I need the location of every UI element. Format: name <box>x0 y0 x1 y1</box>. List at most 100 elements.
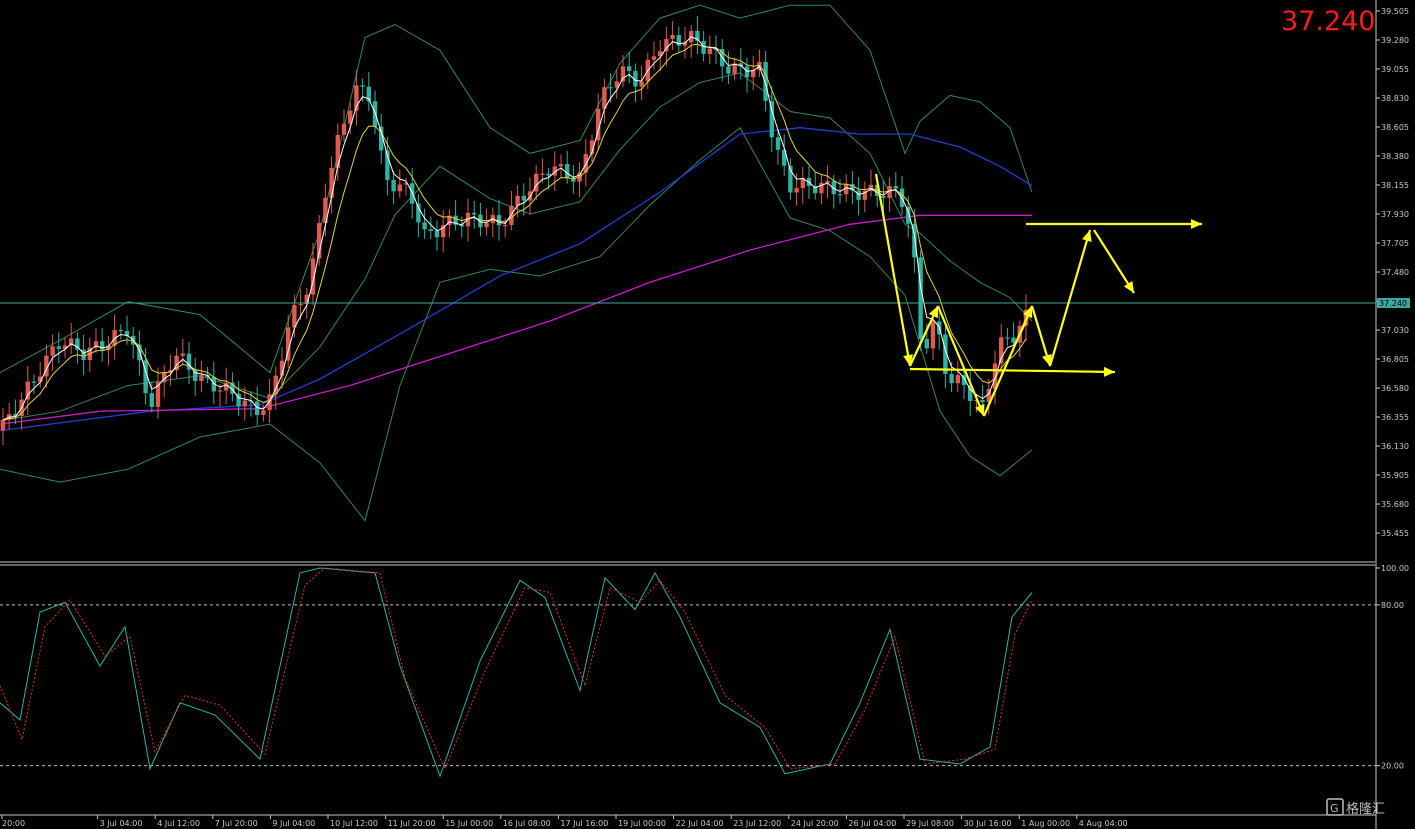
candle-body <box>186 353 192 370</box>
candle-body <box>571 178 576 182</box>
candle-body <box>248 400 254 402</box>
candle-body <box>0 419 6 431</box>
candle-body <box>682 42 688 46</box>
time-axis-label: 3 Jul 04:00 <box>100 819 143 828</box>
stoch-signal-line <box>0 567 1033 771</box>
candle-body <box>13 414 18 417</box>
ma-blue-line <box>0 127 1033 432</box>
price-axis-label: 39.280 <box>1381 36 1409 45</box>
candle-body <box>583 153 588 173</box>
time-axis-label: 9 Jul 04:00 <box>272 819 315 828</box>
price-axis-label: 38.830 <box>1381 94 1409 103</box>
candle-body <box>441 225 446 238</box>
candle-body <box>751 70 756 78</box>
stoch-axis-label: 100.00 <box>1381 564 1409 573</box>
panel-separators <box>0 0 1377 829</box>
candle-body <box>856 190 861 200</box>
candle-body <box>949 373 954 384</box>
candle-body <box>831 180 836 195</box>
candle-body <box>769 100 774 138</box>
candle-body <box>230 382 235 394</box>
time-axis-label: 29 Jul 08:00 <box>906 819 954 828</box>
candle-body <box>180 353 185 356</box>
arrow-rebound <box>909 305 939 367</box>
price-axis-label: 35.455 <box>1381 529 1409 538</box>
candle-body <box>503 224 508 227</box>
candle-body <box>391 179 396 192</box>
candle-body <box>304 294 309 305</box>
price-axis-label: 38.155 <box>1381 181 1409 190</box>
candle-body <box>676 35 681 46</box>
candle-body <box>38 376 43 382</box>
candle-body <box>992 363 998 390</box>
stoch-axis-label: 20.00 <box>1381 762 1404 771</box>
candle-body <box>44 355 49 377</box>
candle-body <box>658 51 663 57</box>
candle-body <box>292 305 297 328</box>
time-axis-label: 4 Aug 04:00 <box>1079 819 1128 828</box>
bollinger-upper-band <box>0 4 1033 374</box>
time-axis-label: 30 Jul 16:00 <box>964 819 1012 828</box>
arrow-pullback-head <box>1042 354 1052 366</box>
candle-body <box>794 188 799 193</box>
candle-body <box>137 344 142 361</box>
time-axis-label: 26 Jul 04:00 <box>848 819 896 828</box>
candle-body <box>540 173 545 175</box>
candle-body <box>56 346 61 349</box>
candle-body <box>310 258 316 295</box>
candle-body <box>918 257 923 339</box>
candle-body <box>279 360 285 376</box>
price-axis-label: 37.030 <box>1381 326 1409 335</box>
bollinger-lower-band <box>0 126 1033 522</box>
candle-body <box>25 381 30 400</box>
candle-body <box>906 207 911 224</box>
price-axis-label: 38.380 <box>1381 152 1409 161</box>
candle-body <box>515 195 520 206</box>
current-price-label: 37.240 <box>1281 6 1375 37</box>
candle-body <box>112 329 117 346</box>
candle-body <box>893 186 898 189</box>
time-axis-label: 4 Jul 12:00 <box>157 819 200 828</box>
candle-body <box>825 180 830 183</box>
candle-body <box>943 334 948 374</box>
candle-body <box>695 30 700 41</box>
candle-body <box>887 186 892 198</box>
candle-body <box>236 393 241 407</box>
candle-body <box>534 173 539 192</box>
candle-body <box>62 345 68 349</box>
moving-average-magenta <box>0 214 1032 425</box>
price-axis-label: 37.480 <box>1381 268 1409 277</box>
candle-body <box>385 150 390 180</box>
price-axis-label: 35.905 <box>1381 471 1409 480</box>
watermark-text: 格隆汇 <box>1346 801 1385 817</box>
candle-body <box>986 389 991 403</box>
candle-body <box>335 134 340 168</box>
candle-body <box>788 165 793 193</box>
candle-body <box>242 400 247 407</box>
price-axis-label: 37.705 <box>1381 239 1409 248</box>
arrow-rise <box>982 305 1034 417</box>
candle-body <box>211 376 216 392</box>
candle-body <box>118 329 123 332</box>
candle-body <box>639 81 644 87</box>
candle-body <box>168 370 173 372</box>
candle-body <box>434 231 440 238</box>
candle-body <box>1011 337 1016 343</box>
candle-body <box>800 177 805 189</box>
candle-body <box>478 214 483 228</box>
price-axis-label: 39.055 <box>1381 65 1409 74</box>
candle-body <box>224 382 229 391</box>
candle-body <box>447 215 452 226</box>
candle-body <box>329 167 334 198</box>
candle-body <box>69 338 74 346</box>
time-axis-label: 16 Jul 08:00 <box>503 819 551 828</box>
candle-body <box>552 166 557 176</box>
time-axis: 20:00 3 Jul 04:00 4 Jul 12:00 7 Jul 20:00 9 … <box>1 815 1128 828</box>
candle-body <box>143 360 148 394</box>
candle-body <box>813 186 818 194</box>
arrow-retrace <box>1093 229 1135 294</box>
watermark-logo: G 格隆汇 <box>1326 798 1385 817</box>
candle-body <box>701 40 706 54</box>
candle-body <box>664 38 669 52</box>
